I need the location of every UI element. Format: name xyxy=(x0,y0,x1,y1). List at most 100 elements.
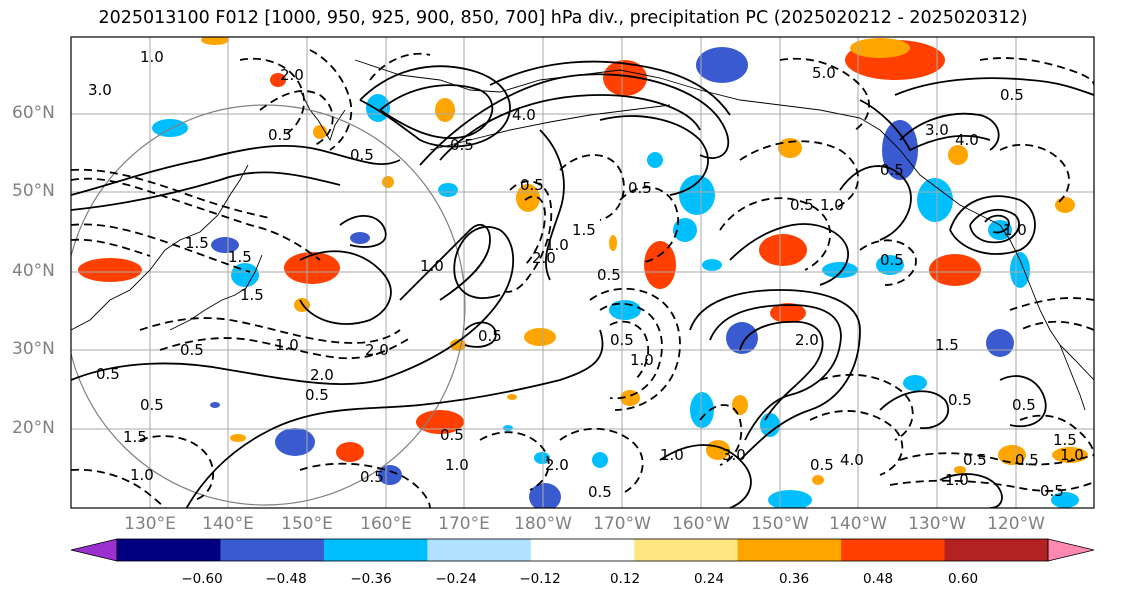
contour-label: 1.0 xyxy=(1003,221,1027,239)
contour-line xyxy=(71,238,151,257)
contour-line xyxy=(379,84,494,139)
precip-patch xyxy=(998,445,1026,465)
precip-patch xyxy=(988,220,1012,240)
contour-line xyxy=(71,223,251,273)
colorbar-tick: 0.36 xyxy=(778,571,810,587)
contour-label: 3.0 xyxy=(925,121,949,139)
coast-alaska xyxy=(354,59,881,131)
contour-line xyxy=(819,373,914,441)
contour-line xyxy=(139,317,401,344)
contour-line xyxy=(689,289,861,461)
precip-patch xyxy=(284,252,340,284)
lat-label-30: 30°N xyxy=(12,339,55,359)
map-panel: 3.01.02.00.51.54.05.01.52.00.51.0 0.5 0.51… xyxy=(70,36,1095,509)
precip-patch xyxy=(812,475,824,485)
contour-line xyxy=(524,195,546,266)
colorbar-extend-high xyxy=(1047,538,1095,562)
contour-line xyxy=(969,208,1020,244)
contour-label: 0.5 xyxy=(628,179,652,197)
contour-label: 0.5 xyxy=(268,126,292,144)
contour-line xyxy=(879,390,950,429)
lat-label-40: 40°N xyxy=(12,261,55,281)
contour-label: 0.5 xyxy=(520,176,544,194)
colorbar-tick: 0.12 xyxy=(609,571,641,587)
precip-patch xyxy=(78,258,142,282)
contour-label: 1.5 xyxy=(228,248,252,266)
precip-patch xyxy=(1055,197,1075,213)
contour-line xyxy=(659,444,752,508)
contour-label: 0.5 xyxy=(1040,482,1064,500)
contour-label: 0.5 xyxy=(810,456,834,474)
contour-line xyxy=(71,177,321,261)
precip-patch xyxy=(609,300,641,320)
contour-label: 1.0 xyxy=(140,48,164,66)
precip-patch xyxy=(644,241,676,289)
contour-label: 1.0 xyxy=(420,257,444,275)
coast-aleutians xyxy=(429,104,671,151)
contour-line xyxy=(1019,320,1094,331)
coast-kamchatka xyxy=(299,89,346,142)
precip-patch xyxy=(732,395,748,415)
precip-patch xyxy=(231,263,259,287)
contour-label: 1.5 xyxy=(185,234,209,252)
coast-northamerica xyxy=(879,129,1094,381)
precip-patch xyxy=(673,218,697,242)
contour-label: 0.5 xyxy=(450,136,474,154)
contour-line xyxy=(309,49,353,151)
contour-line xyxy=(185,329,604,508)
colorbar-segment xyxy=(427,539,532,561)
contour-line xyxy=(464,321,497,348)
contour-line xyxy=(889,479,1094,492)
lon-label-150e: 150°E xyxy=(281,514,333,534)
contour-label: 2.0 xyxy=(545,456,569,474)
figure-title: 2025013100 F012 [1000, 950, 925, 900, 85… xyxy=(98,8,1028,28)
contour-line xyxy=(419,73,730,166)
contour-label: 1.0 xyxy=(130,466,154,484)
precip-patch xyxy=(416,410,464,434)
colorbar-tick: −0.60 xyxy=(181,571,223,587)
lon-label-140e: 140°E xyxy=(202,514,254,534)
contour-line xyxy=(71,468,166,508)
precip-patch xyxy=(696,47,748,83)
contour-line xyxy=(259,90,334,146)
lon-label-130w: 130°W xyxy=(908,514,966,534)
contour-label: 1.0 xyxy=(1060,446,1084,464)
contour-label: 4.0 xyxy=(840,451,864,469)
contour-line xyxy=(499,180,553,293)
contour-line xyxy=(839,165,912,241)
precip-patch xyxy=(1052,447,1088,463)
map-frame xyxy=(70,36,1095,509)
precip-patch xyxy=(609,235,617,251)
contour-line xyxy=(894,77,1094,96)
precip-patch xyxy=(770,303,806,323)
precip-patch xyxy=(336,442,364,462)
precip-patch xyxy=(690,392,714,428)
precip-patch xyxy=(350,232,370,244)
contour-label: 1.0 xyxy=(445,456,469,474)
contour-label: 1.5 xyxy=(240,286,264,304)
precip-patch xyxy=(1010,252,1030,288)
colorbar-segment xyxy=(634,539,739,561)
contour-label: 0.5 xyxy=(948,391,972,409)
precip-patch xyxy=(275,428,315,456)
contour-line xyxy=(299,250,392,325)
precip-patch xyxy=(230,434,246,442)
contour-label: 0.5 xyxy=(880,161,904,179)
contour-label: 0.5 xyxy=(1015,451,1039,469)
contour-line xyxy=(359,65,511,148)
contour-line xyxy=(489,60,731,116)
lat-label-20: 20°N xyxy=(12,418,55,438)
contour-line xyxy=(71,168,271,219)
contour-line xyxy=(1009,297,1094,311)
contour-line xyxy=(899,452,1094,466)
contour-label: 0.5 xyxy=(305,386,329,404)
precip-patch xyxy=(529,483,561,508)
contour-label: 1.0 xyxy=(820,196,844,214)
contour-label: 0.5 xyxy=(140,396,164,414)
contour-line xyxy=(239,57,305,136)
contour-line xyxy=(369,52,431,81)
contour-line xyxy=(159,337,411,360)
precip-patch xyxy=(726,322,758,354)
contour-line xyxy=(339,215,387,248)
precip-patch xyxy=(850,38,910,58)
